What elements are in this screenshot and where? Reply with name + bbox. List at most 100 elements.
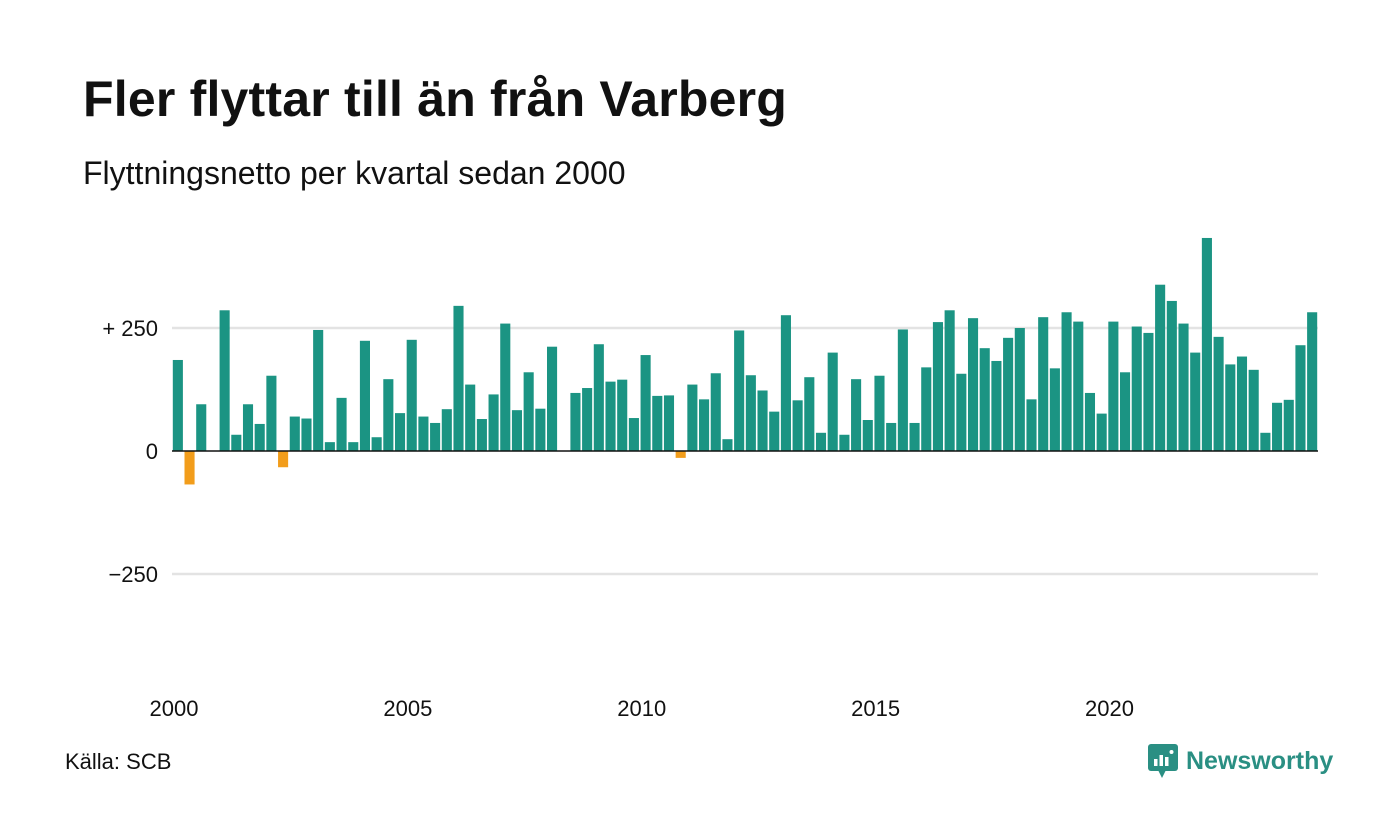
bar (1061, 312, 1072, 451)
brand-name: Newsworthy (1186, 746, 1334, 775)
bar (324, 442, 335, 451)
bar (921, 367, 932, 451)
source-note: Källa: SCB (65, 749, 172, 774)
bar (1225, 364, 1236, 451)
bar (1073, 321, 1084, 451)
bar (991, 360, 1002, 451)
bar (640, 355, 651, 451)
x-tick-label: 2005 (383, 696, 432, 721)
bar (780, 315, 791, 451)
bar (757, 390, 768, 451)
x-axis-ticks: 2000 2005 2010 2015 2020 (150, 696, 1134, 721)
bar (932, 322, 943, 451)
chart-subtitle: Flyttningsnetto per kvartal sedan 2000 (83, 155, 626, 191)
bar (547, 346, 558, 451)
bar (488, 394, 499, 451)
bar (1155, 284, 1166, 451)
bar (371, 437, 382, 451)
bar (628, 418, 639, 451)
bar (886, 422, 897, 451)
bar (839, 434, 850, 451)
bar (476, 419, 487, 451)
y-tick-label: + 250 (102, 316, 158, 341)
y-tick-label: −250 (108, 562, 158, 587)
bar (687, 384, 698, 451)
bar (348, 442, 359, 451)
bar (406, 339, 417, 451)
bar (1131, 326, 1142, 451)
bar (862, 420, 873, 451)
bar (851, 379, 862, 451)
bar (1201, 237, 1212, 451)
bar (815, 432, 827, 451)
newsworthy-logo-icon (1148, 744, 1178, 778)
grid-lines (172, 326, 1318, 576)
bar (1190, 352, 1201, 451)
bar (1283, 399, 1294, 451)
x-tick-label: 2000 (150, 696, 199, 721)
bars (172, 237, 1318, 485)
bar (523, 372, 534, 451)
bar (430, 422, 441, 451)
y-tick-label: 0 (146, 439, 158, 464)
bar (1295, 345, 1306, 451)
y-axis-ticks: + 250 0 −250 (102, 316, 158, 587)
bar (289, 416, 300, 451)
bar (383, 379, 394, 451)
bar (1014, 328, 1025, 451)
bar (956, 373, 967, 451)
bar (1143, 332, 1154, 451)
bar (1108, 321, 1119, 451)
bar (196, 404, 207, 451)
bar (535, 408, 546, 451)
bar (336, 397, 347, 451)
bar (1003, 337, 1014, 451)
bar (897, 329, 908, 451)
bar (1213, 336, 1224, 451)
bar (944, 310, 955, 451)
bar (1260, 432, 1271, 451)
bar (792, 400, 803, 451)
bar (511, 410, 523, 451)
bar (663, 395, 675, 451)
bar (1178, 323, 1189, 451)
bar (722, 439, 733, 451)
bar (1166, 300, 1177, 451)
bar (242, 404, 254, 451)
bar (874, 375, 885, 451)
bar (710, 373, 721, 451)
chart-title: Fler flyttar till än från Varberg (83, 71, 788, 127)
bar (582, 388, 593, 451)
bar (453, 305, 464, 451)
bar (769, 411, 780, 451)
bar (1307, 312, 1318, 451)
bar (1120, 372, 1131, 451)
bar (1084, 392, 1096, 451)
bar (1272, 402, 1283, 451)
bar (418, 416, 429, 451)
bar (652, 395, 663, 451)
bar (617, 379, 628, 451)
bar (699, 399, 710, 451)
bar (675, 451, 686, 458)
bar (1038, 317, 1049, 451)
bar (570, 392, 581, 451)
bar (967, 318, 979, 451)
bar (734, 330, 745, 451)
bar (605, 381, 616, 451)
bar (278, 451, 289, 468)
bar (231, 434, 242, 451)
newsworthy-brand[interactable]: Newsworthy (1148, 744, 1333, 778)
bar (359, 340, 370, 451)
bar (745, 375, 756, 451)
bar (804, 377, 815, 451)
bar (1096, 413, 1107, 451)
bar (909, 422, 920, 451)
bar (254, 423, 265, 451)
bar (1049, 368, 1060, 451)
bar (172, 359, 183, 451)
bar (394, 413, 406, 451)
bar (441, 409, 452, 451)
x-tick-label: 2010 (617, 696, 666, 721)
bar (1236, 356, 1248, 451)
